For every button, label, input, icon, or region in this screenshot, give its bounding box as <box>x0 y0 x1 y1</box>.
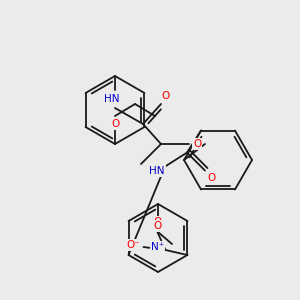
Text: O: O <box>153 217 162 227</box>
Text: O: O <box>193 139 201 149</box>
Text: O: O <box>208 172 216 183</box>
Text: O: O <box>162 91 170 101</box>
Text: HN: HN <box>104 94 120 104</box>
Text: O⁻: O⁻ <box>127 240 140 250</box>
Text: HN: HN <box>149 166 165 176</box>
Text: N⁺: N⁺ <box>151 242 164 252</box>
Text: O: O <box>111 119 119 129</box>
Text: O: O <box>154 221 162 231</box>
